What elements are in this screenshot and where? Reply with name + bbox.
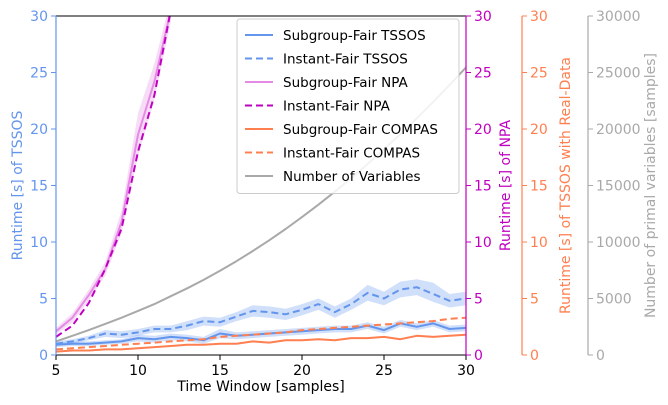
- legend-item-instant-fair-compas: Instant-Fair COMPAS: [245, 146, 420, 162]
- num-variables-tick-label: 15000: [596, 179, 641, 195]
- runtime-realdata-tick-label: 0: [530, 348, 539, 364]
- runtime-npa-tick-label: 15: [474, 179, 492, 195]
- runtime-realdata-tick-label: 5: [530, 292, 539, 308]
- num-variables-axis-title: Number of primal variables [samples]: [643, 53, 659, 318]
- runtime-tssos-axis: 0 5 10 15 20 25 30 Runtime [s] of TSSOS: [10, 9, 57, 364]
- runtime-tssos-tick-label: 15: [30, 179, 48, 195]
- runtime-npa-tick-label: 10: [474, 235, 492, 251]
- legend: Subgroup-Fair TSSOS Instant-Fair TSSOS Sub…: [236, 18, 460, 194]
- x-tick-label: 25: [375, 363, 393, 379]
- x-axis-title: Time Window [samples]: [176, 379, 344, 395]
- runtime-npa-axis-title: Runtime [s] of NPA: [498, 120, 514, 252]
- runtime-tssos-tick-label: 10: [30, 235, 48, 251]
- runtime-npa-tick-label: 20: [474, 122, 492, 138]
- runtime-npa-tick-label: 25: [474, 66, 492, 82]
- num-variables-tick-label: 25000: [596, 66, 641, 82]
- legend-label: Number of Variables: [283, 169, 421, 185]
- runtime-tssos-tick-label: 0: [39, 348, 48, 364]
- runtime-realdata-tick-label: 25: [530, 66, 548, 82]
- instant-fair-tssos-line: [56, 286, 466, 345]
- runtime-npa-tick-label: 0: [474, 348, 483, 364]
- subgroup-fair-npa-band: [56, 16, 171, 335]
- runtime-tssos-tick-label: 25: [30, 66, 48, 82]
- runtime-realdata-tick-label: 30: [530, 9, 548, 25]
- runtime-npa-tick-label: 5: [474, 292, 483, 308]
- runtime-tssos-tick-label: 30: [30, 9, 48, 25]
- runtime-npa-axis: 0 5 10 15 20 25 30 Runtime [s] of NPA: [465, 9, 514, 364]
- runtime-tssos-tick-label: 5: [39, 292, 48, 308]
- legend-label: Instant-Fair NPA: [283, 99, 391, 115]
- legend-label: Subgroup-Fair NPA: [283, 75, 409, 91]
- legend-label: Subgroup-Fair TSSOS: [283, 28, 426, 44]
- num-variables-tick-label: 5000: [596, 292, 632, 308]
- num-variables-tick-label: 0: [596, 348, 605, 364]
- runtime-realdata-axis-title: Runtime [s] of TSSOS with Real-Data: [558, 57, 574, 314]
- num-variables-tick-label: 20000: [596, 122, 641, 138]
- runtime-realdata-tick-label: 15: [530, 179, 548, 195]
- legend-item-subgroup-fair-compas: Subgroup-Fair COMPAS: [245, 122, 438, 138]
- legend-box: [236, 18, 460, 194]
- subgroup-fair-npa-line: [56, 16, 171, 333]
- instant-fair-npa-line: [56, 16, 171, 338]
- instant-fair-compas-line: [56, 316, 466, 351]
- subgroup-fair-compas-line: [56, 333, 466, 353]
- runtime-realdata-axis: 0 5 10 15 20 25 30 Runtime [s] of TSSOS with Re…: [521, 9, 574, 364]
- legend-label: Subgroup-Fair COMPAS: [283, 122, 438, 138]
- legend-label: Instant-Fair COMPAS: [283, 146, 420, 162]
- x-tick-label: 30: [457, 363, 475, 379]
- runtime-tssos-tick-label: 20: [30, 122, 48, 138]
- runtime-realdata-tick-label: 20: [530, 122, 548, 138]
- legend-item-instant-fair-npa: Instant-Fair NPA: [245, 99, 391, 115]
- x-tick-label: 20: [293, 363, 311, 379]
- x-tick-label: 15: [211, 363, 229, 379]
- x-axis: 5 10 15 20 25 30 Time Window [samples]: [52, 355, 475, 395]
- legend-item-subgroup-fair-npa: Subgroup-Fair NPA: [245, 75, 409, 91]
- num-variables-tick-label: 10000: [596, 235, 641, 251]
- num-variables-tick-label: 30000: [596, 9, 641, 25]
- runtime-realdata-tick-label: 10: [530, 235, 548, 251]
- legend-item-subgroup-fair-tssos: Subgroup-Fair TSSOS: [245, 28, 426, 44]
- plot-frame: [56, 15, 466, 356]
- legend-item-number-of-variables: Number of Variables: [245, 169, 421, 185]
- num-variables-axis: 0 5000 10000 15000 20000 25000 30000 Number of …: [587, 9, 659, 364]
- runtime-npa-tick-label: 30: [474, 9, 492, 25]
- runtime-tssos-axis-title: Runtime [s] of TSSOS: [10, 111, 26, 261]
- y-axes: 0 5 10 15 20 25 30 Runtime [s] of TSSOS 0 5 10 15 20…: [10, 9, 659, 364]
- legend-item-instant-fair-tssos: Instant-Fair TSSOS: [245, 52, 408, 68]
- x-tick-label: 5: [52, 363, 61, 379]
- legend-label: Instant-Fair TSSOS: [283, 52, 408, 68]
- x-tick-label: 10: [129, 363, 147, 379]
